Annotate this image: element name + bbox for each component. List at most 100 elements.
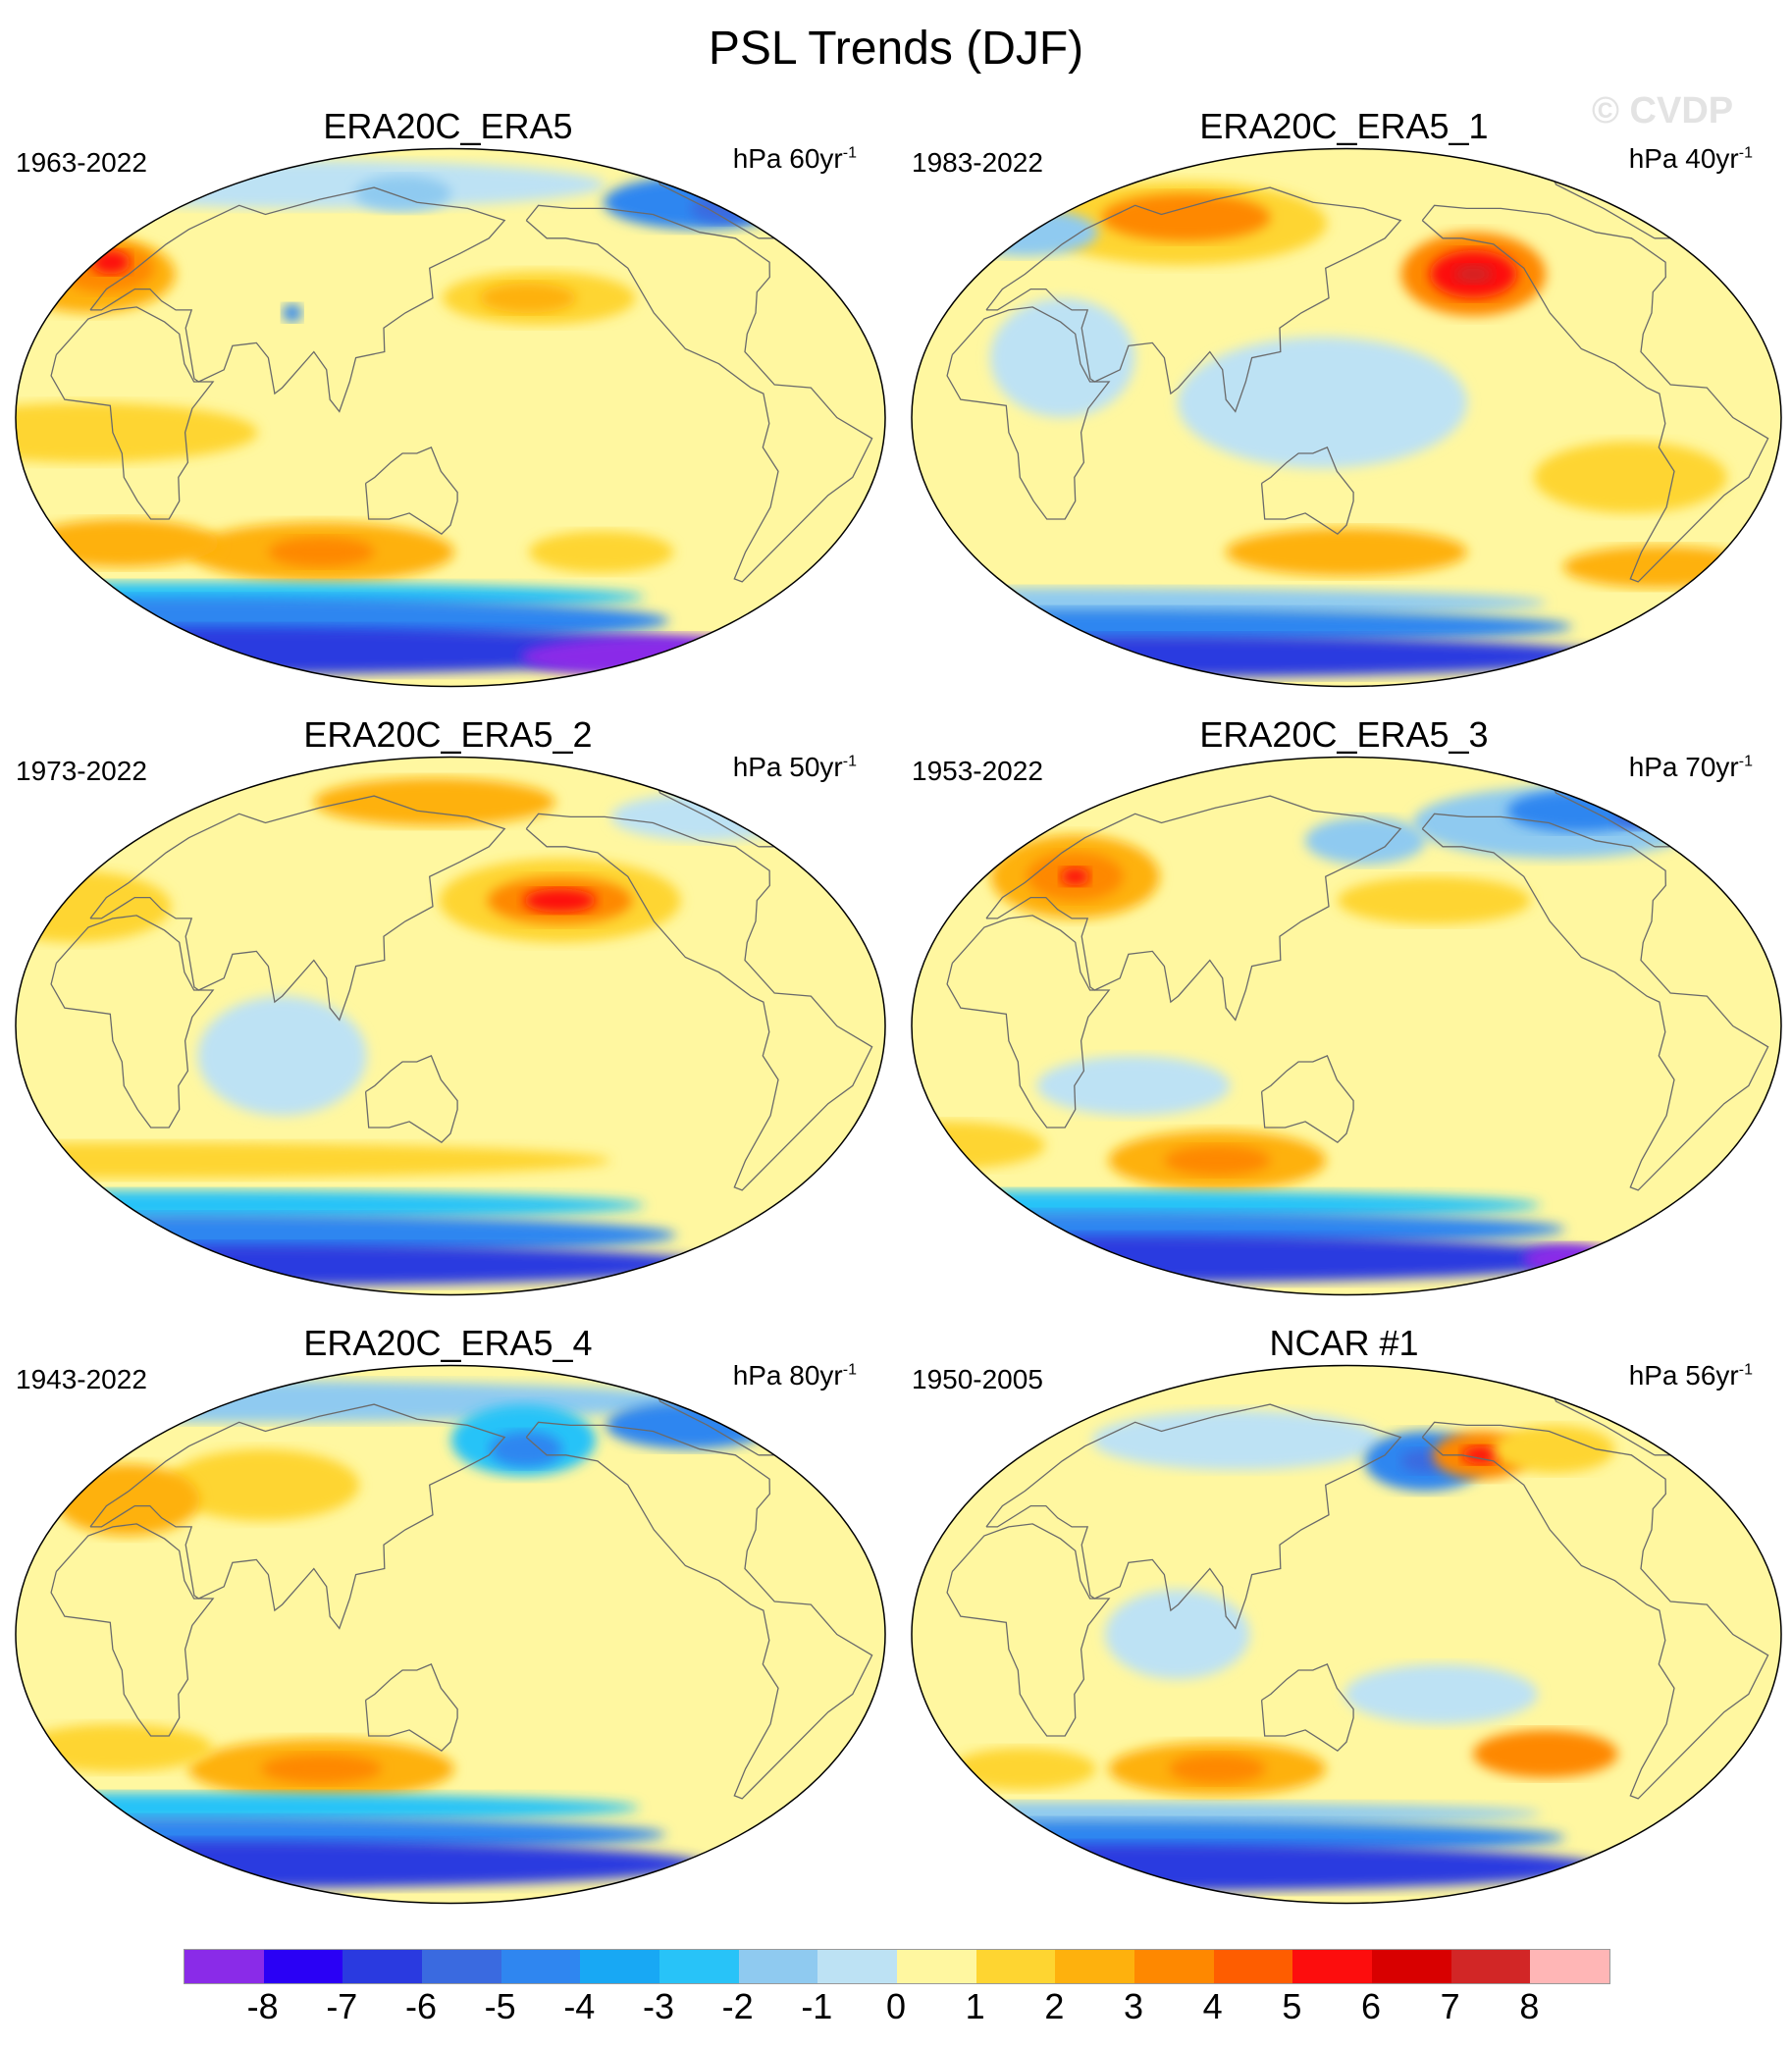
units-text: hPa 56yr xyxy=(1628,1360,1739,1391)
field-anomaly-region xyxy=(19,1723,213,1772)
field-anomaly-region xyxy=(479,283,577,313)
colorbar-swatch xyxy=(659,1950,739,1983)
colorbar-tick-label: 2 xyxy=(1044,1986,1065,2026)
map-field-3 xyxy=(15,756,886,1296)
map-field-1 xyxy=(15,147,886,688)
map-field-4 xyxy=(911,756,1782,1296)
coastline xyxy=(364,1663,458,1753)
colorbar-swatch xyxy=(1372,1950,1451,1983)
units-exponent: -1 xyxy=(842,144,857,162)
coastline xyxy=(364,446,458,536)
colorbar-swatch xyxy=(897,1950,976,1983)
field-anomaly-region xyxy=(1060,867,1090,886)
field-anomaly-region xyxy=(1164,1145,1271,1176)
map-frame xyxy=(15,756,886,1296)
colorbar-swatch xyxy=(817,1950,898,1983)
field-anomaly-region xyxy=(166,1448,360,1521)
panel-title: ERA20C_ERA5_3 xyxy=(1199,714,1489,755)
field-anomaly-region xyxy=(1472,1729,1618,1778)
field-anomaly-region xyxy=(912,1801,1541,1826)
colorbar-swatch xyxy=(580,1950,660,1983)
panel-period: 1953-2022 xyxy=(912,756,1043,786)
field-anomaly-region xyxy=(520,635,811,678)
colorbar-labels: -8 -7 -6 -5 -4 -3 -2 -1 0 1 2 3 4 5 6 7 8 xyxy=(184,1986,1608,2035)
panel-units: hPa 70yr-1 xyxy=(1629,752,1753,783)
map-frame xyxy=(15,147,886,688)
coastline xyxy=(89,1403,506,1630)
field-anomaly-region xyxy=(490,1431,562,1468)
coastline xyxy=(1260,446,1354,536)
units-exponent: -1 xyxy=(1738,144,1753,162)
figure-title: PSL Trends (DJF) xyxy=(708,23,1084,75)
field-anomaly-region xyxy=(1091,1410,1382,1471)
colorbar-tick-label: 7 xyxy=(1440,1986,1460,2026)
field-anomaly-region xyxy=(1522,1243,1620,1275)
colorbar-swatch xyxy=(738,1950,818,1983)
field-anomaly-region xyxy=(1337,876,1531,924)
units-exponent: -1 xyxy=(1738,1361,1753,1379)
colorbar-swatch xyxy=(1530,1950,1610,1983)
map-frame xyxy=(911,147,1782,688)
field-anomaly-region xyxy=(523,888,597,913)
panel-title: ERA20C_ERA5_2 xyxy=(303,714,593,755)
field-anomaly-region xyxy=(912,588,1547,618)
units-text: hPa 60yr xyxy=(732,143,843,174)
field-anomaly-region xyxy=(528,531,674,573)
colorbar-swatch xyxy=(263,1950,343,1983)
field-anomaly-region xyxy=(606,1401,775,1449)
map-panel-1: ERA20C_ERA5 1963-2022 hPa 60yr-1 xyxy=(0,106,896,714)
colorbar-tick-label: -5 xyxy=(484,1986,516,2026)
panel-period: 1950-2005 xyxy=(912,1364,1043,1394)
field-anomaly-region xyxy=(16,1214,677,1256)
field-anomaly-region xyxy=(953,208,1098,257)
field-anomaly-region xyxy=(91,250,131,275)
field-anomaly-region xyxy=(1494,1425,1615,1474)
panel-period: 1983-2022 xyxy=(912,147,1043,178)
colorbar-tick-label: -4 xyxy=(563,1986,596,2026)
colorbar-tick-label: 3 xyxy=(1123,1986,1144,2026)
field-anomaly-region xyxy=(26,160,606,209)
coastline xyxy=(985,1403,1402,1630)
colorbar-swatch xyxy=(1055,1950,1135,1983)
field-anomaly-region xyxy=(260,1754,382,1784)
field-anomaly-region xyxy=(912,1189,1541,1221)
colorbar-tick-label: -3 xyxy=(642,1986,675,2026)
coastline xyxy=(525,204,873,583)
field-anomaly-region xyxy=(1101,193,1271,241)
coastline xyxy=(1421,1421,1769,1800)
units-exponent: -1 xyxy=(1738,753,1753,770)
field-anomaly-region xyxy=(16,402,258,463)
field-anomaly-region xyxy=(1036,1055,1231,1116)
colorbar-tick-label: 6 xyxy=(1360,1986,1382,2026)
map-panel-3: ERA20C_ERA5_2 1973-2022 hPa 50yr-1 xyxy=(0,714,896,1323)
colorbar-swatch xyxy=(343,1950,423,1983)
colorbar-swatch xyxy=(1213,1950,1293,1983)
field-anomaly-region xyxy=(1225,528,1468,576)
field-anomaly-region xyxy=(354,175,451,212)
map-frame xyxy=(911,1364,1782,1905)
field-anomaly-region xyxy=(1304,816,1426,866)
colorbar-swatch xyxy=(422,1950,501,1983)
coastline xyxy=(1421,204,1769,583)
colorbar-swatch xyxy=(501,1950,581,1983)
coastline xyxy=(985,795,1402,1022)
coastline xyxy=(985,186,1402,413)
colorbar-tick-label: -6 xyxy=(404,1986,438,2026)
map-panel-5: ERA20C_ERA5_4 1943-2022 hPa 80yr-1 xyxy=(0,1323,896,1931)
field-anomaly-region xyxy=(1562,546,1757,589)
colorbar-swatch xyxy=(184,1950,264,1983)
map-field-5 xyxy=(15,1364,886,1905)
field-anomaly-region xyxy=(197,996,367,1116)
coastline xyxy=(525,813,873,1191)
coastline xyxy=(50,1523,215,1737)
coastline xyxy=(946,1523,1111,1737)
panel-period: 1973-2022 xyxy=(16,756,147,786)
panel-title: ERA20C_ERA5_4 xyxy=(303,1323,593,1363)
map-frame xyxy=(15,1364,886,1905)
field-anomaly-region xyxy=(951,1748,1096,1790)
coastline xyxy=(89,795,506,1022)
field-anomaly-region xyxy=(1533,441,1727,513)
colorbar-swatch xyxy=(1450,1950,1531,1983)
colorbar-swatch xyxy=(1292,1950,1373,1983)
panel-units: hPa 60yr-1 xyxy=(733,143,857,175)
